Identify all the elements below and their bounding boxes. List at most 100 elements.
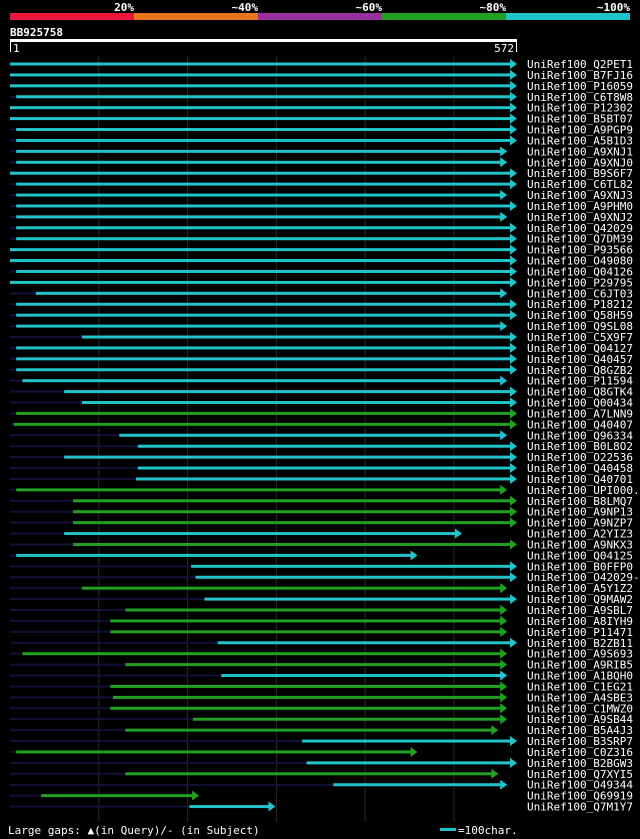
hit-label[interactable]: UniRef100_A1BQH0 — [527, 670, 633, 683]
hit-label[interactable]: UniRef100_Q96334 — [527, 429, 633, 442]
hit-row[interactable]: UniRef100_Q04125 — [10, 549, 633, 562]
hit-label[interactable]: UniRef100_P16059 — [527, 80, 633, 93]
hit-label[interactable]: UniRef100_B0L8O2 — [527, 440, 633, 453]
hit-row[interactable]: UniRef100_B8LMQ7 — [10, 495, 633, 508]
hit-label[interactable]: UniRef100_Q04126 — [527, 265, 633, 278]
hit-row[interactable]: UniRef100_A9PHM0 — [10, 200, 633, 213]
hit-label[interactable]: UniRef100_A5B1D3 — [527, 134, 633, 147]
hit-row[interactable]: UniRef100_B3SRP7 — [10, 735, 633, 748]
hit-label[interactable]: UniRef100_A9PGP9 — [527, 124, 633, 137]
hit-label[interactable]: UniRef100_A9PHM0 — [527, 200, 633, 213]
hit-label[interactable]: UniRef100_Q9SL08 — [527, 320, 633, 333]
hit-row[interactable]: UniRef100_C6TL82 — [10, 178, 633, 191]
hit-label[interactable]: UniRef100_Q04125 — [527, 549, 633, 562]
hit-label[interactable]: UniRef100_Q7DM39 — [527, 233, 633, 246]
hit-row[interactable]: UniRef100_P29795 — [10, 276, 633, 289]
hit-row[interactable]: UniRef100_A9NP13 — [10, 506, 633, 519]
hit-row[interactable]: UniRef100_Q96334 — [10, 429, 633, 442]
hit-label[interactable]: UniRef100_C1EG21 — [527, 680, 633, 693]
hit-label[interactable]: UniRef100_A9XNJ2 — [527, 211, 633, 224]
hit-label[interactable]: UniRef100_O49080 — [527, 255, 633, 268]
hit-label[interactable]: UniRef100_C1MWZ0 — [527, 702, 633, 715]
hit-label[interactable]: UniRef100_C0Z316 — [527, 746, 633, 759]
hit-row[interactable]: UniRef100_B0L8O2 — [10, 440, 633, 453]
hit-row[interactable]: UniRef100_P11471 — [10, 626, 633, 639]
hit-row[interactable]: UniRef100_C1EG21 — [10, 680, 633, 693]
hit-row[interactable]: UniRef100_B2BGW3 — [10, 757, 633, 770]
hit-label[interactable]: UniRef100_Q40407 — [527, 418, 633, 431]
hit-label[interactable]: UniRef100_P18212 — [527, 298, 633, 311]
hit-row[interactable]: UniRef100_A8IYH9 — [10, 615, 633, 628]
hit-row[interactable]: UniRef100_P16059 — [10, 80, 633, 93]
hit-row[interactable]: UniRef100_A9XNJ2 — [10, 211, 633, 224]
hit-label[interactable]: UniRef100_B5A4J3 — [527, 724, 633, 737]
hit-label[interactable]: UniRef100_B7FJ16 — [527, 69, 633, 82]
hit-label[interactable]: UniRef100_B0FFP0 — [527, 560, 633, 573]
hit-label[interactable]: UniRef100_Q2PET1 — [527, 58, 633, 71]
hit-row[interactable]: UniRef100_Q9SL08 — [10, 320, 633, 333]
hit-row[interactable]: UniRef100_A9SB44 — [10, 713, 633, 726]
hit-row[interactable]: UniRef100_A9XNJ1 — [10, 145, 633, 158]
hit-row[interactable]: UniRef100_UPI000.. — [10, 484, 640, 497]
hit-label[interactable]: UniRef100_Q42029 — [527, 222, 633, 235]
hit-row[interactable]: UniRef100_A1BQH0 — [10, 670, 633, 683]
hit-row[interactable]: UniRef100_B5A4J3 — [10, 724, 633, 737]
hit-label[interactable]: UniRef100_A4SBE3 — [527, 691, 633, 704]
hit-row[interactable]: UniRef100_O42029-2 — [10, 571, 640, 584]
hit-row[interactable]: UniRef100_P93566 — [10, 244, 633, 257]
hit-label[interactable]: UniRef100_Q7M1Y7 — [527, 801, 633, 814]
hit-row[interactable]: UniRef100_Q69919 — [10, 790, 633, 803]
hit-row[interactable]: UniRef100_Q7M1Y7 — [10, 801, 633, 814]
hit-row[interactable]: UniRef100_Q7XYI5 — [10, 768, 633, 781]
hit-label[interactable]: UniRef100_Q40701 — [527, 473, 633, 486]
hit-label[interactable]: UniRef100_B5BT07 — [527, 113, 633, 126]
hit-label[interactable]: UniRef100_Q40458 — [527, 462, 633, 475]
hit-label[interactable]: UniRef100_P11594 — [527, 375, 633, 388]
hit-row[interactable]: UniRef100_P11594 — [10, 375, 633, 388]
hit-label[interactable]: UniRef100_C6JT03 — [527, 287, 633, 300]
hit-row[interactable]: UniRef100_Q8GZB2 — [10, 364, 633, 377]
hit-label[interactable]: UniRef100_O49344 — [527, 779, 633, 792]
hit-row[interactable]: UniRef100_B9S6F7 — [10, 167, 633, 180]
hit-label[interactable]: UniRef100_A9XNJ3 — [527, 189, 633, 202]
hit-label[interactable]: UniRef100_Q8GZB2 — [527, 364, 633, 377]
hit-row[interactable]: UniRef100_Q2PET1 — [10, 58, 633, 71]
hit-label[interactable]: UniRef100_C6T8W8 — [527, 91, 633, 104]
hit-row[interactable]: UniRef100_C6T8W8 — [10, 91, 633, 104]
hit-label[interactable]: UniRef100_A9NKX3 — [527, 538, 633, 551]
hit-label[interactable]: UniRef100_A9NZP7 — [527, 517, 633, 530]
hit-label[interactable]: UniRef100_B2BGW3 — [527, 757, 633, 770]
hit-label[interactable]: UniRef100_Q7XYI5 — [527, 768, 633, 781]
hit-label[interactable]: UniRef100_A9XNJ1 — [527, 145, 633, 158]
hit-label[interactable]: UniRef100_B3SRP7 — [527, 735, 633, 748]
hit-label[interactable]: UniRef100_P12302 — [527, 102, 633, 115]
hit-row[interactable]: UniRef100_Q40407 — [10, 418, 633, 431]
hit-label[interactable]: UniRef100_Q00434 — [527, 397, 633, 410]
hit-row[interactable]: UniRef100_Q00434 — [10, 397, 633, 410]
hit-label[interactable]: UniRef100_Q40457 — [527, 353, 633, 366]
hit-label[interactable]: UniRef100_A9RIB5 — [527, 659, 633, 672]
hit-label[interactable]: UniRef100_Q9MAW2 — [527, 593, 633, 606]
hit-row[interactable]: UniRef100_O49344 — [10, 779, 633, 792]
hit-label[interactable]: UniRef100_A2YIZ3 — [527, 528, 633, 541]
hit-label[interactable]: UniRef100_B2ZB11 — [527, 637, 633, 650]
hit-label[interactable]: UniRef100_O22536 — [527, 451, 633, 464]
hit-row[interactable]: UniRef100_Q9MAW2 — [10, 593, 633, 606]
hit-row[interactable]: UniRef100_B2ZB11 — [10, 637, 633, 650]
hit-row[interactable]: UniRef100_Q40458 — [10, 462, 633, 475]
hit-label[interactable]: UniRef100_B9S6F7 — [527, 167, 633, 180]
hit-row[interactable]: UniRef100_P18212 — [10, 298, 633, 311]
hit-row[interactable]: UniRef100_Q04127 — [10, 342, 633, 355]
hit-row[interactable]: UniRef100_B0FFP0 — [10, 560, 633, 573]
hit-row[interactable]: UniRef100_Q40701 — [10, 473, 633, 486]
hit-row[interactable]: UniRef100_Q04126 — [10, 265, 633, 278]
hit-label[interactable]: UniRef100_O42029-2 — [527, 571, 640, 584]
hit-row[interactable]: UniRef100_O49080 — [10, 255, 633, 268]
hit-label[interactable]: UniRef100_Q69919 — [527, 790, 633, 803]
hit-label[interactable]: UniRef100_A7LNN9 — [527, 407, 633, 420]
hit-row[interactable]: UniRef100_C6JT03 — [10, 287, 633, 300]
hit-row[interactable]: UniRef100_C5X9F7 — [10, 331, 633, 344]
hit-label[interactable]: UniRef100_A9S693 — [527, 648, 633, 661]
hit-row[interactable]: UniRef100_A9S693 — [10, 648, 633, 661]
hit-label[interactable]: UniRef100_Q8GTK4 — [527, 386, 633, 399]
